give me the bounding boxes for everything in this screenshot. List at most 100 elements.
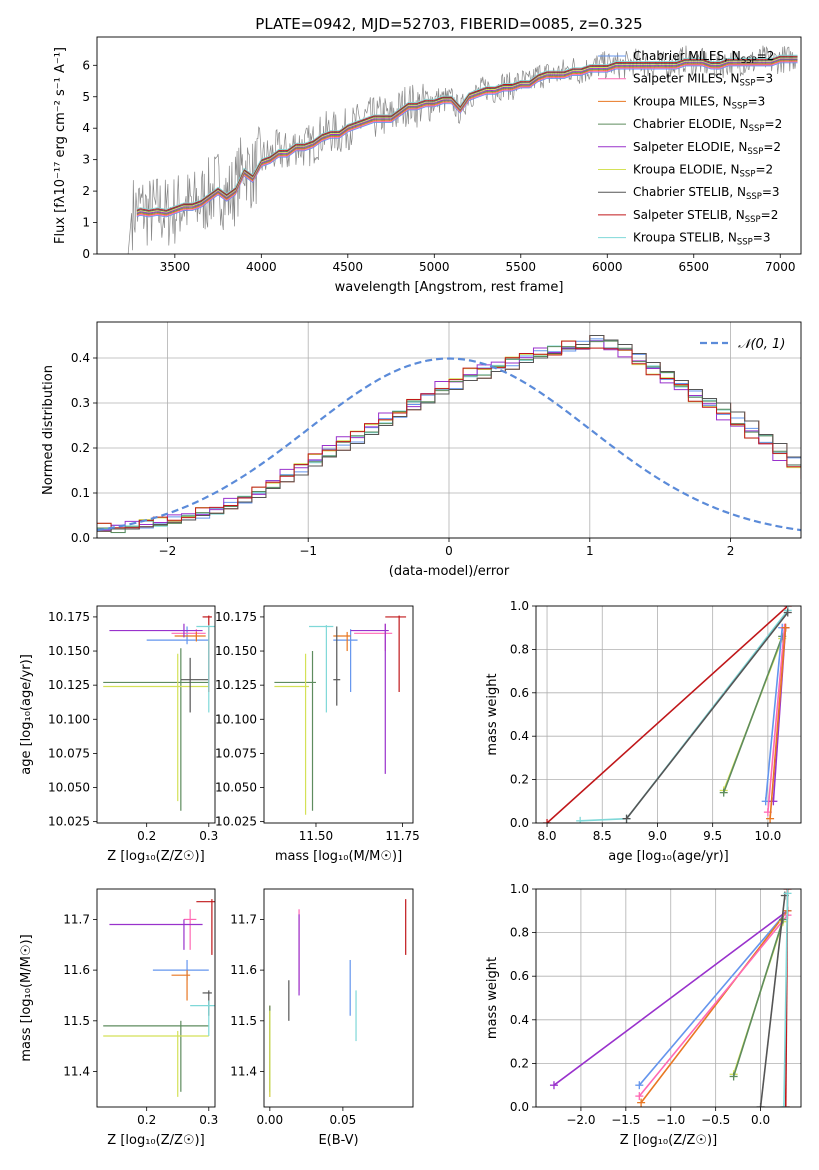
- legend-sub: SSP: [740, 170, 756, 180]
- legend-label: Chabrier MILES, NSSP=2: [633, 49, 774, 66]
- y-tick-label: 11.5: [230, 1014, 257, 1028]
- legend-sub: SSP: [746, 192, 762, 202]
- y-tick-label: 10.050: [215, 781, 257, 795]
- y-tick-label: 0.4: [71, 351, 90, 365]
- weight-line: [546, 606, 789, 823]
- y-tick-label: 10.150: [48, 644, 90, 658]
- x-tick-label: 0.05: [330, 1113, 357, 1127]
- mass_vs_EBV-panel: 0.00 0.05 11.4 11.5 11.6 11.7 E(B-V): [230, 888, 414, 1148]
- residuals-plot-area: [97, 335, 801, 534]
- x-tick-label: −1: [299, 544, 317, 558]
- weight-line: [759, 895, 786, 1107]
- legend-tail: =2: [765, 117, 783, 131]
- y-tick-label: 10.075: [48, 746, 90, 760]
- legend-tail: =3: [755, 72, 773, 86]
- legend-tail: =3: [748, 94, 766, 108]
- x-tick-label: 0.2: [137, 1113, 156, 1127]
- age_vs_mass-panel: 11.50 11.75 10.025 10.050 10.075 10.100 10.125…: [215, 605, 420, 864]
- y-tick-label: 0.1: [71, 486, 90, 500]
- y-tick-label: 6: [82, 58, 90, 72]
- y-tick-label: 10.175: [48, 610, 90, 624]
- x-axis-label: Z [log₁₀(Z/Z☉)]: [107, 849, 204, 864]
- y-tick-label: 0.0: [71, 531, 90, 545]
- weight-line: [722, 636, 783, 793]
- y-tick-label: 11.5: [63, 1014, 90, 1028]
- y-tick-label: 0.8: [510, 642, 529, 656]
- x-tick-label: 0.2: [137, 829, 156, 843]
- figure-title: PLATE=0942, MJD=52703, FIBERID=0085, z=0…: [255, 15, 642, 33]
- mass_weight_vs_Z-panel: −2.0 −1.5 −1.0 −0.5 0.0 0.0 0.2 0.4 0.6 0.8 1.0 Z […: [485, 882, 802, 1148]
- x-tick-label: −2.0: [566, 1113, 595, 1127]
- y-tick-label: 10.075: [215, 746, 257, 760]
- y-tick-label: 10.175: [215, 610, 257, 624]
- x-tick-label: 4500: [333, 260, 364, 274]
- age_vs_Z-panel: 0.2 0.3 10.025 10.050 10.075 10.100 10.125 10.1…: [19, 605, 218, 864]
- axes-frame: [263, 605, 414, 824]
- y-tick-label: 10.050: [48, 781, 90, 795]
- y-tick-label: 0.0: [510, 816, 529, 830]
- x-tick-label: 3500: [160, 260, 191, 274]
- weight-line: [783, 893, 789, 1107]
- mass_weight_vs_Z-plot-area: [549, 889, 792, 1107]
- y-tick-label: 10.100: [215, 712, 257, 726]
- x-tick-label: 6500: [678, 260, 709, 274]
- x-tick-label: 0: [445, 544, 453, 558]
- mass_weight_vs_age-plot-area: [543, 606, 792, 823]
- x-axis-label: Z [log₁₀(Z/Z☉)]: [107, 1133, 204, 1148]
- x-tick-label: 0.0: [751, 1113, 770, 1127]
- legend-tail: =3: [762, 185, 780, 199]
- age_vs_mass-plot-area: [274, 615, 407, 815]
- y-tick-label: 11.7: [230, 912, 257, 926]
- y-tick-label: 10.100: [48, 712, 90, 726]
- y-tick-label: 0.2: [510, 773, 529, 787]
- legend-tail: =2: [763, 140, 781, 154]
- weight-line: [553, 910, 789, 1086]
- data-spectrum-line: [127, 45, 798, 254]
- y-tick-label: 2: [82, 184, 90, 198]
- y-tick-label: 4: [82, 121, 90, 135]
- legend-label: 𝒩(0, 1): [738, 337, 785, 352]
- legend-sub: SSP: [749, 124, 765, 134]
- spectrum-plot-area: [127, 45, 798, 254]
- y-tick-label: 11.6: [63, 963, 90, 977]
- age_vs_Z-plot-area: [103, 615, 215, 811]
- legend-label: Salpeter ELODIE, NSSP=2: [633, 140, 781, 157]
- x-tick-label: −0.5: [701, 1113, 730, 1127]
- histogram-step: [97, 340, 801, 529]
- legend-label: Chabrier ELODIE, NSSP=2: [633, 117, 782, 134]
- y-tick-label: 0.0: [510, 1100, 529, 1114]
- legend-label: Chabrier STELIB, NSSP=3: [633, 185, 780, 202]
- mass_vs_Z-panel: 0.2 0.3 11.4 11.5 11.6 11.7 Z [log₁₀(Z/Z☉)] mas…: [19, 888, 218, 1148]
- y-tick-label: 1: [82, 216, 90, 230]
- y-axis-label: mass weight: [485, 673, 500, 755]
- x-axis-label: wavelength [Angstrom, rest frame]: [335, 280, 564, 295]
- x-tick-label: 10.0: [755, 829, 782, 843]
- y-tick-label: 0: [82, 247, 90, 261]
- y-tick-label: 11.7: [63, 912, 90, 926]
- y-tick-label: 10.025: [215, 815, 257, 829]
- legend-sub: SSP: [745, 215, 761, 225]
- y-tick-label: 10.125: [215, 678, 257, 692]
- x-tick-label: 9.0: [648, 829, 667, 843]
- y-tick-label: 1.0: [510, 599, 529, 613]
- x-tick-label: −2: [159, 544, 177, 558]
- legend-sub: SSP: [737, 238, 753, 248]
- weight-line: [764, 627, 784, 802]
- x-axis-label: (data-model)/error: [389, 564, 510, 579]
- axes-frame: [263, 888, 414, 1108]
- legend-label: Salpeter STELIB, NSSP=2: [633, 208, 778, 225]
- legend-sub: SSP: [740, 79, 756, 89]
- legend-tail: =3: [753, 231, 771, 245]
- y-axis-label: mass [log₁₀(M/M☉)]: [19, 934, 34, 1061]
- model-spectrum-line: [136, 54, 798, 210]
- axes-frame: [535, 888, 802, 1108]
- legend-tail: =2: [761, 208, 779, 222]
- y-tick-label: 0.3: [71, 396, 90, 410]
- x-axis-label: E(B-V): [318, 1133, 358, 1148]
- y-tick-label: 11.4: [63, 1065, 90, 1079]
- legend-tail: =2: [755, 163, 773, 177]
- x-tick-label: 6000: [592, 260, 623, 274]
- y-tick-label: 0.8: [510, 926, 529, 940]
- x-tick-label: 5500: [506, 260, 537, 274]
